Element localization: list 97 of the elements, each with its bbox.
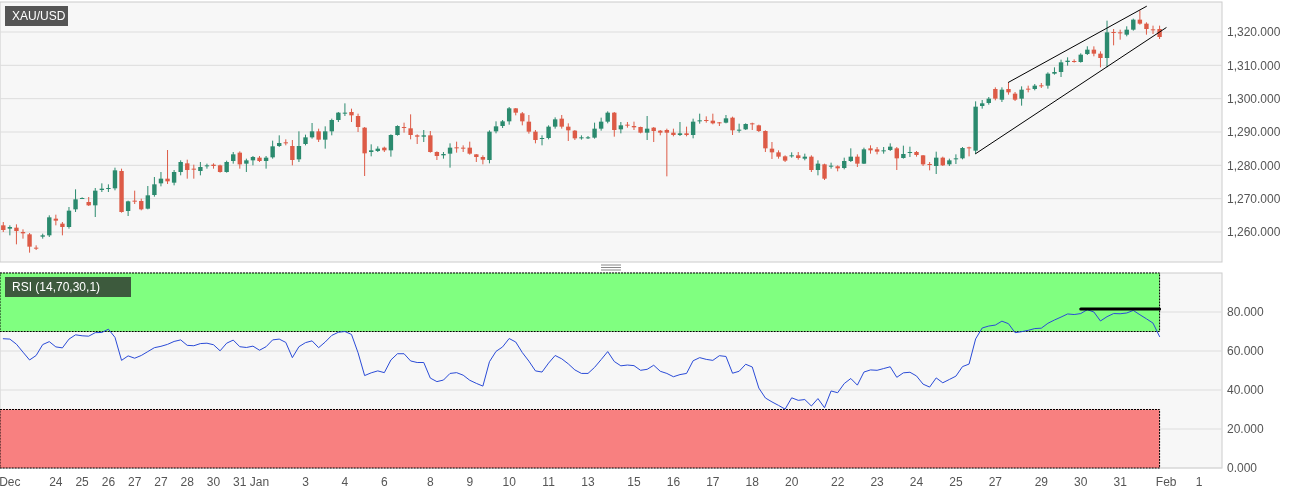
- x-tick-label: 18: [745, 475, 760, 489]
- x-tick-label: 28: [180, 475, 195, 489]
- candlestick: [1150, 25, 1156, 35]
- candlestick: [73, 188, 78, 213]
- candlestick: [828, 162, 834, 170]
- x-tick-label: 31: [1113, 475, 1128, 489]
- candlestick: [401, 122, 407, 134]
- y-tick-label: 80.000: [1227, 305, 1265, 320]
- x-tick-label: 20: [784, 475, 799, 489]
- x-tick-label: 30: [1074, 475, 1088, 489]
- x-tick-label: 24: [909, 475, 924, 489]
- y-tick-label: 1,310.000: [1227, 58, 1281, 73]
- line-series: [2, 309, 1161, 410]
- y-tick-label: 60.000: [1227, 344, 1265, 359]
- candlestick: [290, 139, 295, 166]
- y-tick-label: 1,280.000: [1227, 158, 1281, 173]
- y-tick-label: 1,290.000: [1227, 125, 1281, 140]
- candlestick: [664, 128, 670, 177]
- candlestick: [14, 223, 19, 245]
- candlestick: [1019, 85, 1024, 107]
- text: XAU/USD: [12, 9, 66, 23]
- candlestick: [447, 142, 453, 169]
- candlestick: [355, 113, 361, 133]
- x-tick-label: Jan: [249, 475, 270, 489]
- candlestick: [966, 146, 972, 157]
- candlestick: [1111, 28, 1116, 46]
- x-tick-label: 13: [581, 475, 595, 489]
- candlestick: [704, 115, 709, 124]
- x-tick-label: Feb: [1155, 475, 1177, 489]
- x-tick-label: 10: [502, 475, 517, 489]
- candlestick: [953, 153, 959, 165]
- candlestick: [526, 114, 532, 135]
- y-tick-label: 20.000: [1227, 422, 1265, 437]
- y-tick-label: 1,320.000: [1227, 25, 1281, 40]
- x-tick-label: 27: [154, 475, 168, 489]
- candlestick: [428, 130, 433, 154]
- x-tick-label: 1: [1195, 475, 1203, 489]
- candlestick: [204, 163, 210, 170]
- x-tick-label: 9: [466, 475, 474, 489]
- candlestick: [585, 135, 591, 140]
- candlestick: [309, 122, 315, 140]
- candlestick: [191, 164, 197, 180]
- candlestick: [677, 121, 683, 137]
- x-tick-label: 26: [101, 475, 116, 489]
- candlestick: [132, 190, 137, 205]
- x-tick-label: 6: [380, 475, 388, 489]
- x-tick-label: 17: [706, 475, 720, 489]
- x-tick-label: 25: [75, 475, 90, 489]
- candlestick: [342, 102, 348, 117]
- text: RSI (14,70,30,1): [12, 280, 101, 294]
- y-tick-label: 0.000: [1227, 461, 1258, 476]
- x-tick-label: 15: [627, 475, 641, 489]
- x-tick-label: 22: [830, 475, 845, 489]
- candlestick: [894, 146, 899, 171]
- x-tick-label: 8: [426, 475, 434, 489]
- y-tick-label: 1,260.000: [1227, 225, 1281, 240]
- candlestick: [323, 125, 328, 150]
- candlestick: [454, 141, 459, 154]
- candlestick: [697, 113, 702, 125]
- candlestick: [408, 113, 413, 140]
- x-tick-label: 27: [988, 475, 1003, 489]
- candlestick: [1117, 29, 1123, 41]
- candlestick: [33, 244, 39, 251]
- candlestick: [736, 123, 742, 134]
- candlestick: [789, 151, 794, 159]
- candlestick: [152, 176, 157, 198]
- candlestick: [388, 133, 394, 158]
- y-tick-label: 1,270.000: [1227, 191, 1281, 206]
- candlestick: [47, 214, 52, 238]
- candlestick: [539, 134, 545, 146]
- x-tick-label: 31: [233, 475, 247, 489]
- candlestick: [874, 146, 880, 155]
- x-tick-label: 29: [1034, 475, 1049, 489]
- candlestick: [27, 232, 32, 254]
- candlestick: [1071, 58, 1077, 64]
- x-tick-label: Dec: [0, 475, 21, 489]
- x-tick-label: 24: [49, 475, 63, 489]
- candlestick: [112, 167, 118, 191]
- candlestick: [730, 116, 735, 136]
- x-tick-label: 16: [666, 475, 681, 489]
- x-tick-label: 3: [302, 475, 310, 489]
- x-tick-label: 27: [128, 475, 142, 489]
- candlestick: [763, 129, 768, 153]
- y-tick-label: 40.000: [1227, 383, 1265, 398]
- y-tick-label: 1,300.000: [1227, 91, 1281, 106]
- candlestick: [480, 154, 486, 165]
- candlestick: [579, 134, 584, 141]
- candlestick: [185, 159, 190, 180]
- candlestick: [7, 224, 13, 236]
- x-tick-label: 4: [341, 475, 349, 489]
- x-tick-label: 23: [870, 475, 885, 489]
- candlestick: [598, 117, 604, 132]
- x-tick-label: 11: [542, 475, 556, 489]
- x-tick-label: 30: [206, 475, 221, 489]
- candlestick: [907, 146, 913, 158]
- x-tick-label: 25: [949, 475, 963, 489]
- candlestick: [493, 120, 499, 134]
